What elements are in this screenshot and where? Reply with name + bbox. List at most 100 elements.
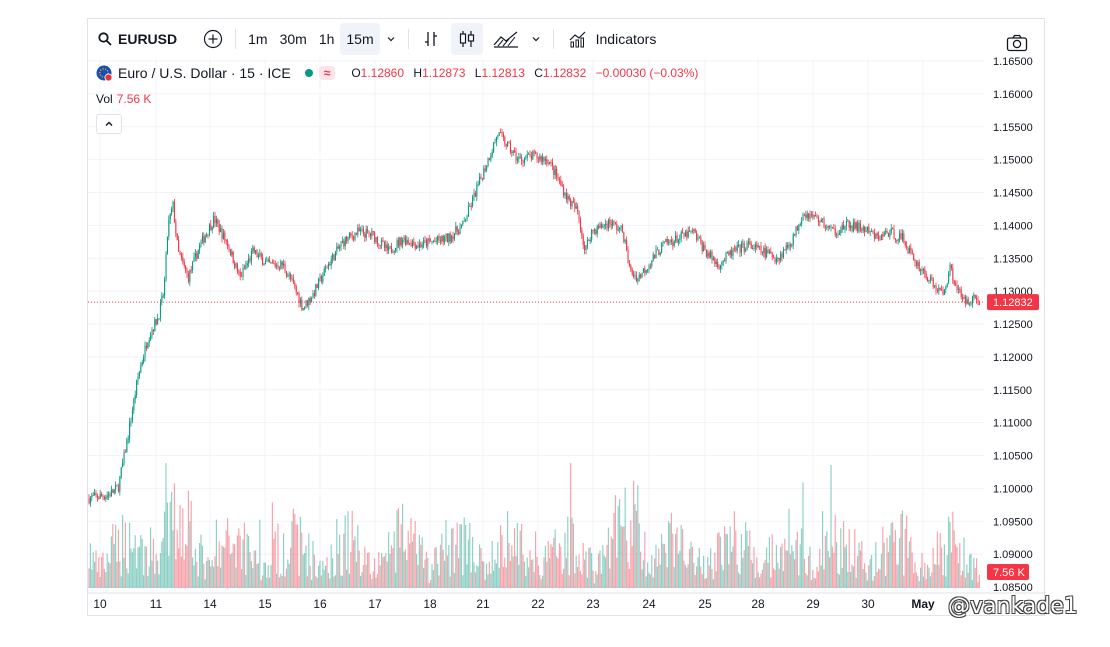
volume-bar — [519, 530, 521, 588]
volume-bar — [922, 576, 924, 588]
bars-icon — [424, 32, 437, 46]
volume-bar — [158, 574, 160, 588]
volume-bar — [147, 576, 149, 588]
time-tick-label: 23 — [586, 597, 600, 611]
volume-bar — [123, 557, 125, 588]
candle-body — [101, 493, 103, 496]
indicators-button[interactable]: Indicators — [562, 23, 663, 55]
volume-bar — [798, 575, 800, 588]
volume-bar — [868, 565, 870, 588]
price-axis[interactable]: 1.16500 1.16000 1.15500 1.15000 1.14500 1.140… — [993, 56, 1033, 594]
collapse-legend-button[interactable] — [96, 114, 122, 134]
time-axis[interactable]: 10 11 14 15 16 17 18 21 22 23 24 25 28 29 30 May — [88, 592, 1046, 611]
volume-bar — [644, 531, 646, 588]
candle-body — [106, 495, 108, 498]
volume-bar — [528, 567, 530, 588]
snapshot-button[interactable] — [1000, 27, 1034, 59]
volume-bar — [340, 575, 342, 588]
candle-body — [155, 319, 157, 325]
candle-body — [319, 276, 321, 279]
candle-body — [673, 241, 675, 246]
interval-1m[interactable]: 1m — [242, 23, 273, 55]
candle-body — [682, 232, 684, 234]
candle-body — [336, 246, 338, 252]
candle-body — [470, 206, 472, 207]
volume-bar — [320, 575, 322, 588]
symbol-search[interactable]: EURUSD — [88, 23, 183, 55]
candle-body — [311, 298, 313, 302]
candle-body — [750, 243, 752, 249]
candle-body — [154, 319, 156, 332]
candle-body — [735, 248, 737, 251]
volume-bar — [484, 579, 486, 588]
candle-body — [159, 302, 161, 319]
interval-1h[interactable]: 1h — [313, 23, 341, 55]
candle-body — [462, 221, 464, 225]
volume-bar — [228, 535, 230, 588]
candle-body — [386, 244, 388, 251]
volume-bar — [246, 534, 248, 588]
volume-bar — [505, 567, 507, 588]
candle-body — [382, 240, 384, 243]
candle-body — [932, 278, 934, 287]
volume-bar — [259, 519, 261, 588]
candle-body — [593, 230, 595, 232]
volume-bar — [833, 552, 835, 588]
candle-body — [830, 226, 832, 228]
volume-bar — [697, 557, 699, 588]
volume-bar — [623, 526, 625, 588]
volume-bar — [647, 562, 649, 588]
candle-body — [708, 252, 710, 258]
volume-bar — [761, 569, 763, 588]
candle-body — [444, 237, 446, 242]
candle-body — [479, 176, 481, 185]
candle-body — [197, 250, 199, 259]
compare-button[interactable] — [197, 23, 229, 55]
volume-bar — [882, 526, 884, 588]
volume-bar — [277, 523, 279, 588]
price-chart[interactable]: 1.16500 1.16000 1.15500 1.15000 1.14500 1.140… — [88, 19, 1046, 617]
volume-bar — [740, 533, 742, 588]
candle-body — [350, 233, 352, 236]
volume-bar — [316, 577, 318, 588]
time-tick-label: 14 — [203, 597, 217, 611]
interval-dropdown[interactable] — [380, 23, 402, 55]
volume-bar — [250, 560, 252, 588]
interval-15m[interactable]: 15m — [340, 23, 380, 55]
volume-bar — [837, 573, 839, 588]
volume-bar — [575, 555, 577, 588]
candle-body — [806, 213, 808, 218]
candle-body — [633, 274, 635, 277]
volume-bar — [556, 556, 558, 588]
volume-bar — [631, 546, 633, 588]
candle-body — [417, 245, 419, 248]
volume-bar — [183, 559, 185, 588]
market-status[interactable]: ≈ — [304, 66, 336, 80]
interval-30m[interactable]: 30m — [274, 23, 313, 55]
candle-body — [431, 241, 433, 243]
candle-body — [525, 157, 527, 159]
volume-bar — [840, 528, 842, 588]
volume-bar — [917, 576, 919, 588]
search-icon — [98, 32, 112, 46]
volume-bar — [731, 551, 733, 588]
candle-body — [320, 276, 322, 282]
volume-bar — [976, 558, 978, 588]
candle-body — [876, 233, 878, 236]
volume-bar — [911, 552, 913, 588]
candles-style-button[interactable] — [450, 23, 483, 55]
volume-bar — [938, 564, 940, 588]
candle-body — [939, 287, 941, 289]
chart-type-dropdown[interactable] — [525, 23, 547, 55]
bar-style-button[interactable] — [415, 23, 447, 55]
area-style-button[interactable] — [487, 23, 525, 55]
volume-bar — [585, 551, 587, 588]
volume-bar — [311, 579, 313, 588]
volume-bar — [973, 558, 975, 588]
candle-body — [627, 249, 629, 264]
candle-body — [684, 231, 686, 237]
volume-bar — [654, 558, 656, 588]
volume-bar — [266, 577, 268, 588]
volume-bar — [323, 569, 325, 588]
volume-bar — [413, 533, 415, 588]
